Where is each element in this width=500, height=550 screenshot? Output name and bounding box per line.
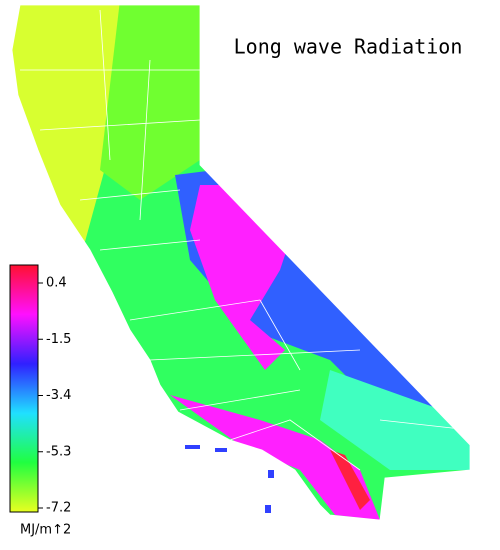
colorbar <box>9 264 39 513</box>
island <box>265 505 271 513</box>
island <box>215 448 227 452</box>
island <box>268 470 274 478</box>
islands <box>185 445 274 513</box>
colorbar-tick-label: -3.4 <box>46 388 71 403</box>
desert-cyan <box>320 370 470 470</box>
island <box>185 445 200 449</box>
county-borders <box>20 9 471 471</box>
colorbar-tick-label: -1.5 <box>46 332 71 347</box>
north-zone <box>100 5 200 200</box>
map-title: Long wave Radiation <box>234 35 463 59</box>
peak-red <box>330 450 370 510</box>
colorbar-ticks: 0.4 -1.5 -3.4 -5.3 -7.2 <box>38 276 71 516</box>
colorbar-tick-label: -7.2 <box>46 501 71 516</box>
colorbar-unit: MJ/m↑2 <box>20 523 71 538</box>
county-lines <box>11 4 471 521</box>
colorbar-tick-label: 0.4 <box>46 276 67 291</box>
colorbar-tick-label: -5.3 <box>46 444 71 459</box>
